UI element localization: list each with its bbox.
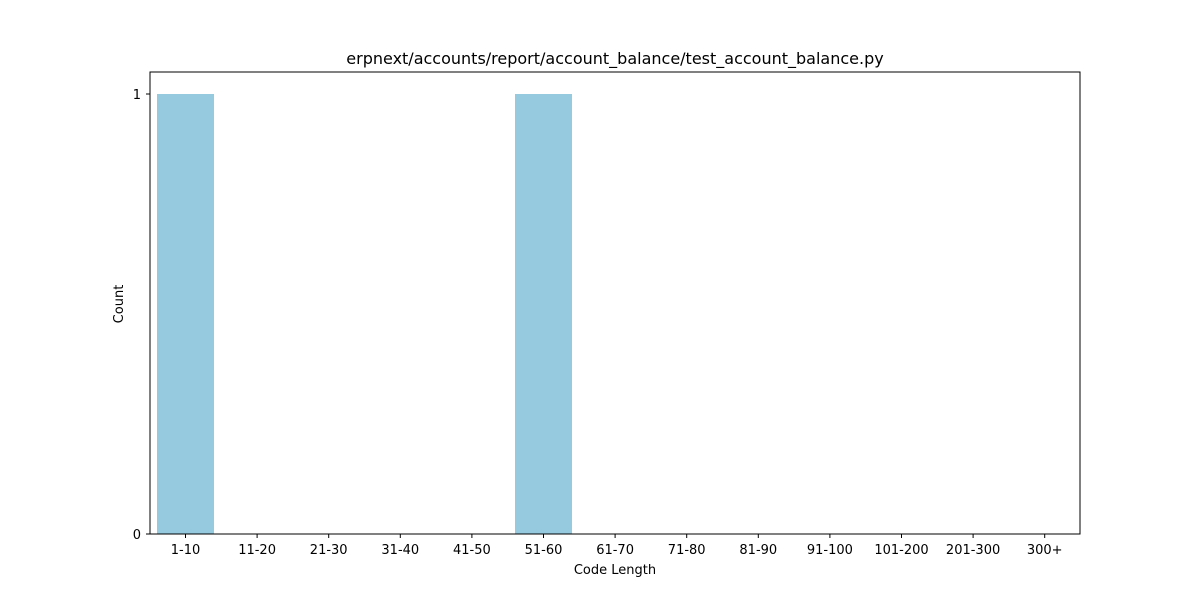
bar-51-60 (515, 94, 572, 534)
x-tick-label: 51-60 (525, 543, 563, 558)
x-tick-label: 11-20 (238, 543, 276, 558)
y-tick-label: 1 (133, 88, 141, 103)
x-tick-label: 1-10 (171, 543, 201, 558)
bars-layer (157, 94, 572, 534)
plot-frame (149, 71, 1081, 535)
x-tick-label: 61-70 (596, 543, 634, 558)
y-axis-label: Count (112, 285, 127, 324)
chart-title: erpnext/accounts/report/account_balance/… (346, 49, 883, 69)
x-tick-label: 81-90 (739, 543, 777, 558)
x-tick-label: 41-50 (453, 543, 491, 558)
x-tick-label: 21-30 (310, 543, 348, 558)
x-tick-label: 101-200 (874, 543, 928, 558)
x-axis-label: Code Length (574, 563, 656, 578)
x-tick-label: 201-300 (946, 543, 1000, 558)
bar-1-10 (157, 94, 214, 534)
x-tick-label: 31-40 (381, 543, 419, 558)
y-ticks-layer: 01 (133, 88, 150, 543)
x-tick-label: 71-80 (668, 543, 706, 558)
y-tick-label: 0 (133, 528, 141, 543)
x-tick-label: 91-100 (807, 543, 853, 558)
x-ticks-layer: 1-10 11-20 21-30 31-40 41-50 51-60 61-70 71-80 8… (171, 534, 1063, 558)
x-tick-label: 300+ (1027, 543, 1063, 558)
